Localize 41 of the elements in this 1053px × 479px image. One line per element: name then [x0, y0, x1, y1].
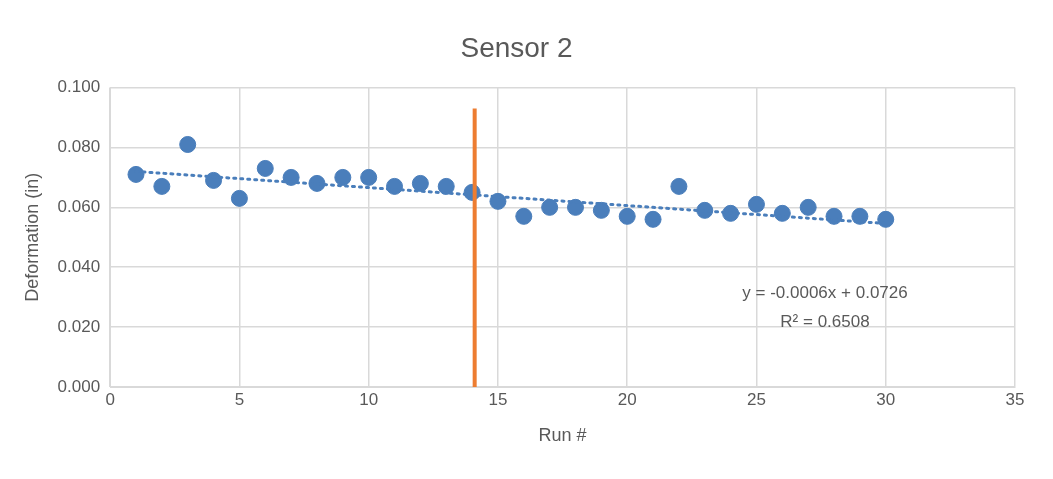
x-tick-label: 35	[1005, 389, 1025, 409]
point	[256, 159, 274, 177]
point	[670, 177, 688, 195]
x-tick-label: 25	[747, 389, 766, 409]
point	[489, 192, 507, 210]
y-tick-label: 0.040	[57, 256, 101, 276]
point	[334, 168, 352, 186]
point	[282, 168, 300, 186]
point	[437, 177, 455, 195]
point	[179, 135, 197, 153]
x-tick-label: 20	[617, 389, 637, 409]
x-tick-label: 5	[234, 389, 245, 409]
point	[618, 207, 636, 225]
x-tick-label: 10	[359, 389, 379, 409]
point	[567, 198, 584, 216]
x-tick-label: 0	[105, 389, 115, 409]
x-tick-label: 30	[876, 389, 896, 409]
point	[799, 198, 817, 216]
y-tick-label: 0.080	[57, 137, 101, 157]
point	[127, 165, 145, 183]
y-tick-label: 0.000	[57, 376, 101, 396]
y-tick-label: 0.020	[57, 316, 101, 336]
y-axis-title: Deformation (in)	[21, 172, 42, 302]
point	[851, 207, 869, 225]
y-tick-label: 0.100	[57, 77, 101, 97]
annotation: y = -0.0006x + 0.0726	[742, 282, 908, 302]
point	[747, 195, 765, 213]
chart-title: Sensor 2	[460, 31, 573, 63]
point	[360, 168, 378, 186]
point	[592, 201, 610, 219]
point	[644, 210, 662, 228]
x-tick-label: 15	[488, 389, 508, 409]
point	[515, 207, 533, 225]
point	[541, 198, 559, 216]
point	[153, 177, 171, 195]
point	[230, 189, 248, 207]
point	[877, 210, 895, 228]
x-axis-title: Run #	[538, 425, 587, 446]
annotation: R² = 0.6508	[780, 311, 870, 331]
point	[411, 174, 429, 192]
y-tick-label: 0.060	[57, 197, 101, 217]
